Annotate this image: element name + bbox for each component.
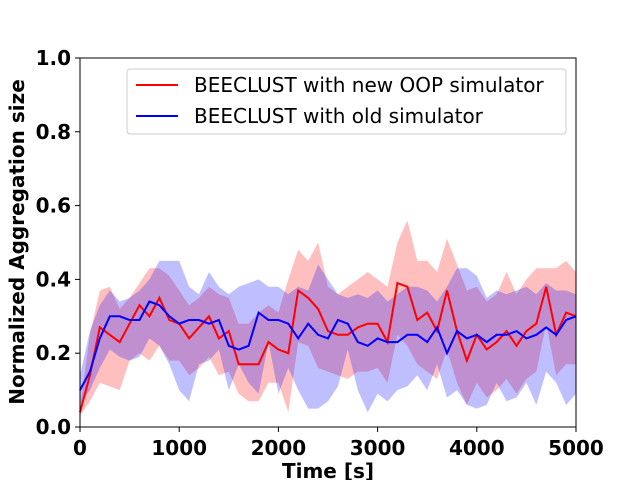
y-tick-label: 0.2 <box>36 341 71 365</box>
axes-frame <box>79 57 577 428</box>
x-tick-label: 5000 <box>548 436 604 460</box>
line-series-1 <box>79 300 577 391</box>
y-tick-label: 1.0 <box>36 46 71 70</box>
legend-label-new-oop: BEECLUST with new OOP simulator <box>194 73 544 97</box>
band-series-0 <box>80 220 576 416</box>
legend: BEECLUST with new OOP simulator BEECLUST… <box>126 68 567 135</box>
legend-box <box>126 68 567 135</box>
x-axis-label: Time [s] <box>282 459 374 480</box>
x-tick-label: 2000 <box>251 436 307 460</box>
y-tick-label: 0.6 <box>36 194 71 218</box>
x-tick-label: 0 <box>73 436 87 460</box>
x-tick-label: 1000 <box>151 436 207 460</box>
plot-area <box>79 220 577 416</box>
y-axis-label: Normalized Aggregation size <box>5 79 29 405</box>
y-tick-label: 0.4 <box>36 267 71 291</box>
line-series-0 <box>79 281 577 413</box>
y-tick-label: 0.8 <box>36 120 71 144</box>
legend-label-old: BEECLUST with old simulator <box>194 104 484 128</box>
x-tick-label: 3000 <box>350 436 406 460</box>
axis-ticks: 0 1000 2000 3000 4000 5000 0.0 0.2 0.4 0.6 0.8 1.0 <box>36 46 604 460</box>
y-tick-label: 0.0 <box>36 415 71 439</box>
x-tick-label: 4000 <box>449 436 505 460</box>
